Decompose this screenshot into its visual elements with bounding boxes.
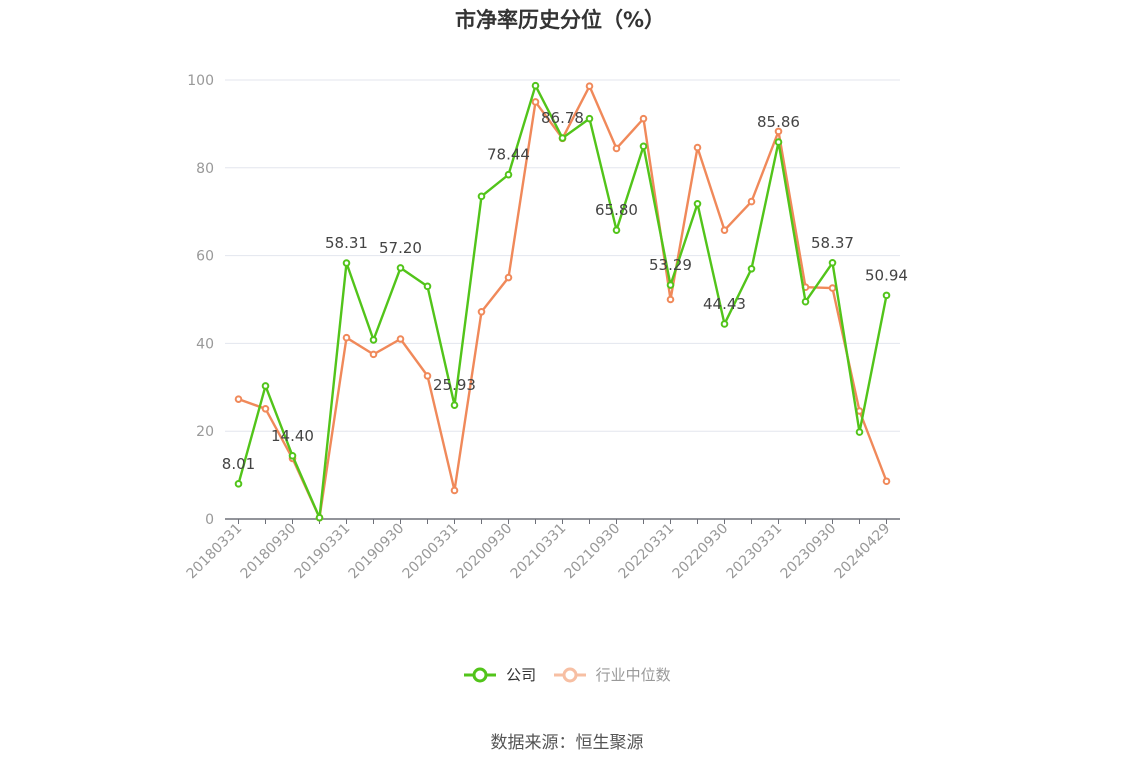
chart-title: 市净率历史分位（%）: [454, 8, 666, 32]
company-point: [720, 320, 729, 328]
y-tick-label: 20: [196, 424, 214, 440]
x-tick-label: 20190331: [292, 521, 354, 583]
company-point: [450, 401, 459, 409]
x-tick-label: 20200930: [454, 521, 516, 583]
industry-median-point: [774, 127, 783, 136]
company-point: [558, 134, 567, 142]
company-point: [423, 282, 432, 291]
x-tick-label: 20180930: [238, 521, 300, 583]
company-point: [342, 259, 351, 267]
company-point: [531, 81, 540, 90]
company-point: [288, 451, 297, 460]
y-tick-label: 60: [196, 249, 214, 265]
industry-median-point: [531, 98, 540, 106]
y-tick-label: 0: [205, 512, 214, 528]
legend-marker-company: [464, 667, 497, 682]
legend: 公司 行业中位数: [0, 664, 1134, 685]
x-tick-label: 20220930: [670, 521, 732, 583]
data-label: 25.93: [433, 376, 476, 394]
industry-median-series-line: [238, 84, 888, 519]
industry-median-point: [882, 477, 891, 486]
company-point: [396, 264, 405, 272]
company-point: [504, 170, 513, 179]
x-tick-label: 20220331: [616, 521, 678, 583]
industry-median-point: [342, 333, 351, 342]
data-label: 57.20: [379, 239, 422, 257]
industry-median-point: [450, 486, 459, 495]
data-label: 14.40: [271, 427, 314, 445]
company-point: [639, 142, 648, 151]
data-label: 50.94: [865, 266, 908, 284]
company-point: [612, 226, 621, 234]
industry-median-point: [585, 82, 594, 90]
legend-marker-industry-median: [553, 667, 586, 682]
y-axis: 0 20 40 60 80 100: [187, 73, 214, 528]
x-tick-label: 20210331: [508, 521, 570, 583]
data-label: 8.01: [222, 455, 255, 473]
industry-median-point: [666, 295, 675, 304]
company-point: [261, 382, 270, 390]
industry-median-point: [693, 143, 702, 152]
x-tick-label: 20230331: [724, 521, 786, 583]
company-point: [855, 428, 864, 436]
industry-median-point: [747, 197, 756, 206]
data-label: 58.31: [325, 234, 368, 252]
company-point: [585, 114, 594, 123]
x-tick-label: 20180331: [184, 521, 246, 583]
x-tick-label: 20230930: [778, 521, 840, 583]
data-label: 85.86: [757, 113, 800, 131]
y-tick-label: 40: [196, 336, 214, 352]
source-text: 数据来源：恒生聚源: [490, 733, 644, 753]
legend-item-company[interactable]: 公司: [463, 664, 536, 685]
company-point: [828, 258, 837, 267]
company-point: [882, 291, 891, 300]
industry-median-point: [369, 350, 378, 359]
data-labels: 8.01 14.40 58.31 57.20 25.93 78.44 86.78 65.80 5…: [222, 109, 908, 473]
industry-median-point: [396, 335, 405, 343]
company-point: [693, 199, 702, 208]
x-tick-label: 20210930: [562, 521, 624, 583]
company-point: [801, 297, 810, 306]
data-label: 53.29: [649, 256, 692, 274]
industry-median-point: [828, 284, 837, 292]
industry-median-point: [261, 405, 270, 413]
company-point: [666, 281, 675, 289]
data-label: 78.44: [487, 146, 530, 164]
y-tick-label: 80: [196, 161, 214, 177]
industry-median-point: [423, 372, 432, 380]
industry-median-point: [720, 226, 729, 234]
data-label: 58.37: [811, 234, 854, 252]
company-point: [315, 513, 324, 522]
company-point: [369, 336, 378, 344]
company-series-line: [237, 84, 888, 519]
data-label: 65.80: [595, 201, 638, 219]
x-tick-label: 20200331: [400, 521, 462, 583]
legend-item-industry-median[interactable]: 行业中位数: [553, 664, 671, 685]
company-point: [774, 138, 783, 146]
industry-median-point: [504, 273, 513, 282]
y-tick-label: 100: [187, 73, 214, 89]
legend-label-industry-median: 行业中位数: [595, 666, 671, 684]
industry-median-point: [234, 395, 243, 403]
industry-median-point: [639, 114, 648, 123]
industry-median-point: [612, 144, 621, 153]
series-layer: [234, 81, 891, 522]
legend-label-company: 公司: [506, 666, 537, 684]
x-axis: 2018033120180930201903312019093020200331…: [184, 518, 900, 583]
company-point: [747, 264, 756, 273]
company-point: [234, 480, 243, 488]
x-tick-label: 20190930: [346, 521, 408, 583]
industry-median-point: [477, 307, 486, 316]
x-tick-label: 20240429: [832, 521, 894, 583]
company-point: [477, 192, 486, 201]
data-label: 44.43: [703, 295, 746, 313]
data-label: 86.78: [541, 109, 584, 127]
line-chart: 0 20 40 60 80 100 201803312018093020190331201…: [184, 73, 908, 583]
